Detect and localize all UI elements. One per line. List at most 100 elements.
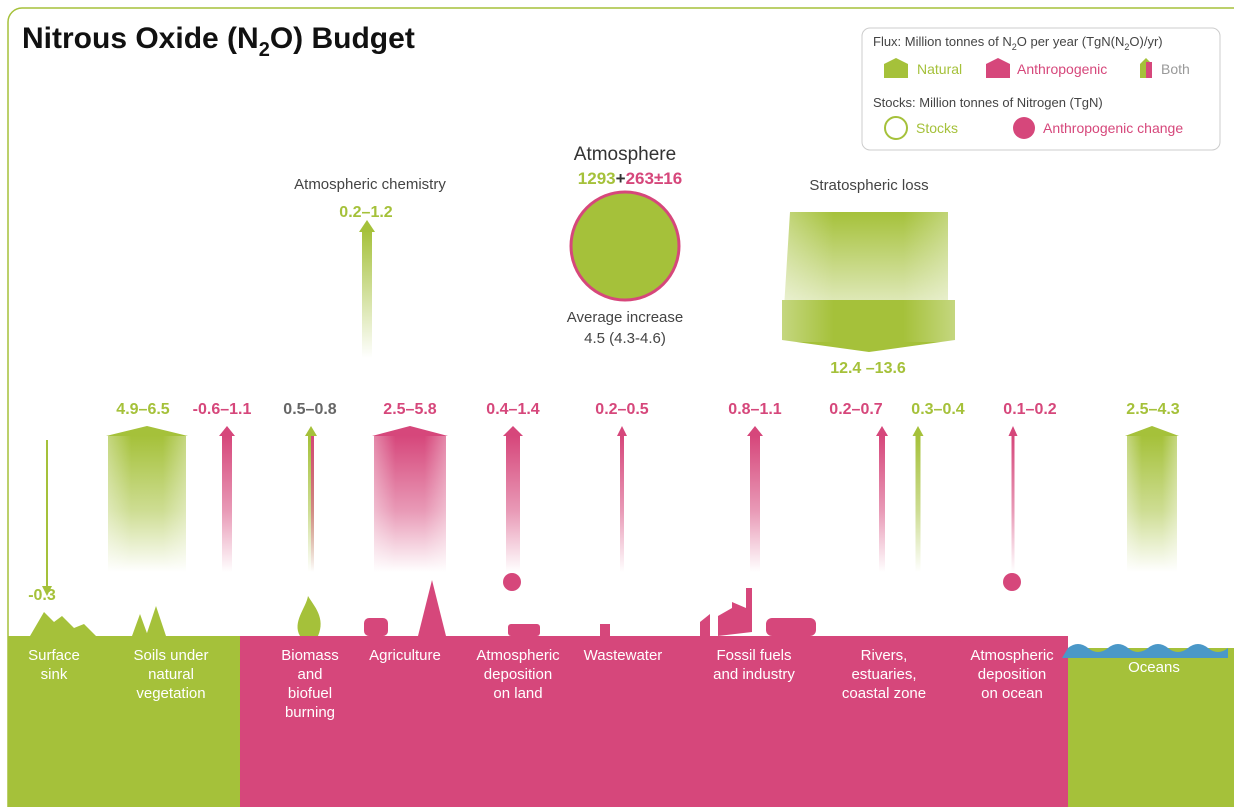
increase-value: 4.5 (4.3-4.6) (584, 330, 666, 347)
tree-icon (418, 580, 446, 636)
t: + (616, 169, 626, 188)
frame (7, 7, 1234, 807)
flux-arrow (750, 436, 760, 572)
ocean-waves (1062, 644, 1228, 658)
atmosphere-circle (569, 190, 681, 302)
flux-arrow-head (747, 426, 763, 436)
flux-arrow (222, 436, 232, 572)
flux-arrow-head (1008, 426, 1018, 436)
source-label: deposition (978, 666, 1046, 683)
source-label: Biomass (281, 647, 339, 664)
trees-icon (132, 606, 166, 636)
ground (8, 573, 1234, 807)
source-label: estuaries, (851, 666, 916, 683)
source-label: on land (493, 685, 542, 702)
increase-label: Average increase (567, 309, 683, 326)
flux-value: 0.4–1.4 (486, 401, 539, 418)
fluxes: Surface sink -0.3 Soils under natural vegetat… (28, 401, 1180, 721)
flux-value: 0.2–0.5 (595, 401, 648, 418)
title: Nitrous Oxide (N2O) Budget (22, 22, 415, 61)
source-label: biofuel (288, 685, 332, 702)
chemistry-value: 0.2–1.2 (339, 204, 392, 221)
t: 263 (626, 169, 654, 188)
cloud-icon (1003, 573, 1021, 591)
source-label: Fossil fuels (716, 647, 791, 664)
factory-icon (700, 588, 752, 636)
source-label: and (297, 666, 322, 683)
source-label: Surface (28, 647, 80, 664)
flux-value: 0.5–0.8 (283, 401, 336, 418)
ground-ocean (1068, 648, 1234, 807)
flux-arrow (879, 436, 885, 572)
t: 1293 (578, 169, 616, 188)
flux-value: 4.9–6.5 (116, 401, 169, 418)
t: Flux: Million tonnes of N (873, 34, 1012, 49)
coast-waves (940, 636, 1066, 648)
legend-stocks-icon (884, 116, 908, 140)
flux-value: -0.3 (28, 587, 56, 604)
flux-shade (1127, 436, 1177, 572)
flux-arrow (1011, 436, 1015, 572)
source-label: natural (148, 666, 194, 683)
legend-stocks: Stocks (916, 120, 958, 136)
truck-icon (508, 624, 540, 636)
source-label: Atmospheric (970, 647, 1054, 664)
flux-arrow-head (617, 426, 627, 436)
legend-change-icon (1013, 117, 1035, 139)
flux-arrow (311, 436, 314, 572)
t: 2 (1012, 42, 1017, 52)
legend-natural: Natural (917, 61, 962, 77)
legend-change: Anthropogenic change (1043, 120, 1183, 136)
legend: Flux: Million tonnes of N2O per year (Tg… (861, 27, 1221, 151)
title-sub: 2 (259, 39, 270, 61)
flux-arrow-head (42, 586, 52, 596)
chemistry-arrow-head (359, 220, 375, 232)
source-label: Wastewater (584, 647, 663, 664)
source-label: on ocean (981, 685, 1043, 702)
source-label: Oceans (1128, 659, 1180, 676)
flux-arrow-head (305, 426, 317, 436)
legend-both-icon (1146, 62, 1152, 78)
flux-value: 2.5–4.3 (1126, 401, 1179, 418)
atmosphere-stock: 1293+263±16 (578, 169, 682, 188)
flux-arrow-head (503, 426, 523, 436)
source-label: and industry (713, 666, 795, 683)
flux-value: -0.6–1.1 (193, 401, 252, 418)
source-label: coastal zone (842, 685, 926, 702)
flux-value: 0.1–0.2 (1003, 401, 1056, 418)
flux-arrow-head (1125, 426, 1179, 436)
source-label: Rivers, (861, 647, 908, 664)
cow-icon (364, 618, 388, 636)
flux-arrow (620, 436, 624, 572)
flux-value: 2.5–5.8 (383, 401, 436, 418)
tanks-icon (766, 618, 816, 636)
chemistry-arrow (362, 230, 372, 358)
ground-natural (8, 636, 240, 807)
stratosphere-label: Stratospheric loss (809, 177, 928, 194)
title-text: O) Budget (270, 22, 415, 55)
chemistry-sink: Atmospheric chemistry 0.2–1.2 (294, 176, 446, 358)
legend-anthropogenic-icon (986, 58, 1010, 78)
pipe-icon (600, 624, 610, 636)
ground-anthropogenic (240, 636, 1068, 807)
flux-shade (374, 436, 446, 572)
flux-arrow (915, 436, 921, 572)
flux-arrow-head (219, 426, 235, 436)
hills-icon (30, 612, 96, 636)
flux-value: 0.3–0.4 (911, 401, 964, 418)
legend-anthropogenic: Anthropogenic (1017, 61, 1107, 77)
stratosphere-shade (782, 212, 955, 342)
legend-flux: Flux: Million tonnes of N2O per year (Tg… (873, 34, 1163, 52)
stratosphere-value: 12.4 –13.6 (830, 360, 906, 377)
flux-arrow-head (876, 426, 888, 436)
t: O per year (TgN(N (1017, 34, 1125, 49)
legend-stocks-title: Stocks: Million tonnes of Nitrogen (TgN) (873, 95, 1103, 110)
stratosphere-sink: Stratospheric loss 12.4 –13.6 (782, 177, 955, 377)
source-label: Atmospheric (476, 647, 560, 664)
source-label: deposition (484, 666, 552, 683)
legend-box (861, 27, 1221, 151)
chemistry-label: Atmospheric chemistry (294, 176, 446, 193)
source-label: sink (41, 666, 68, 683)
t: O)/yr) (1129, 34, 1162, 49)
